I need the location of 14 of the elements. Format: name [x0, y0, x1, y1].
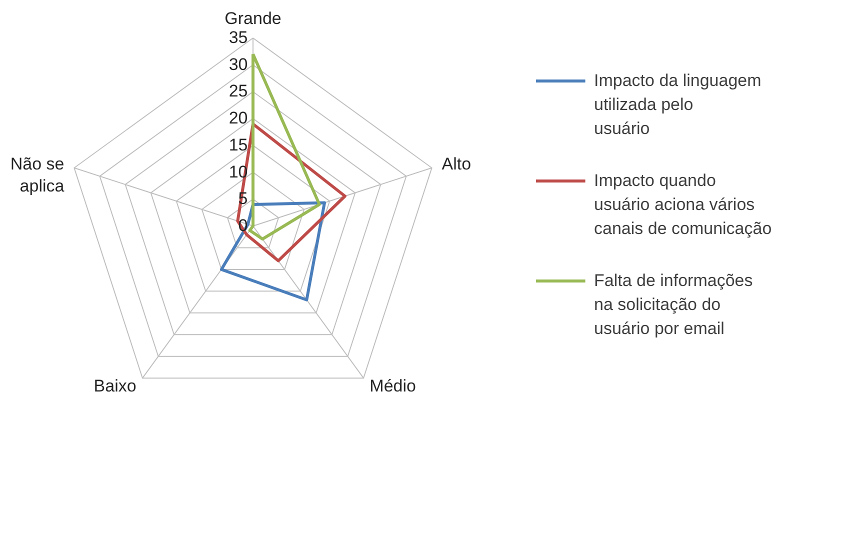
spoke-label: Grande: [224, 9, 282, 28]
y-tick-label: 30: [228, 54, 248, 74]
y-tick-label: 35: [228, 28, 248, 47]
y-tick-label: 20: [228, 108, 248, 128]
y-tick-label: 0: [238, 216, 248, 235]
legend-label: Impacto quando usuário aciona vários canais de comunicação: [594, 171, 772, 238]
spoke-label: Não se aplica: [10, 154, 65, 196]
spoke-label: Alto: [442, 154, 472, 174]
legend-label: Impacto da linguagem utilizada pelo usuário: [594, 71, 762, 138]
spoke-label: Baixo: [94, 376, 136, 396]
legend-label: Falta de informações na solicitação do usuário por email: [594, 271, 753, 338]
y-tick-label: 25: [228, 82, 248, 101]
y-tick-label: 15: [228, 135, 248, 154]
spoke-label: Médio: [370, 376, 416, 396]
